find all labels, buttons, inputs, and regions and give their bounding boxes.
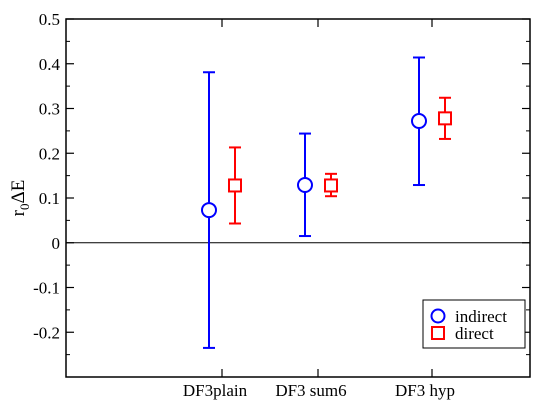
y-tick-label: 0.4 xyxy=(39,55,61,74)
y-tick-label: -0.1 xyxy=(33,279,60,298)
legend-label-direct: direct xyxy=(455,324,494,343)
y-axis-label-subscript: 0 xyxy=(17,204,32,211)
data-marks xyxy=(201,56,452,349)
y-tick-label: -0.2 xyxy=(33,323,60,342)
y-tick-label: 0.1 xyxy=(39,189,60,208)
data-point-square xyxy=(324,178,338,193)
data-point-square xyxy=(438,111,452,126)
legend-label-indirect: indirect xyxy=(455,307,507,326)
y-axis: -0.2 -0.1 0 0.1 0.2 0.3 0.4 0.5 xyxy=(33,10,530,356)
x-axis: DF3plain DF3 sum6 DF3 hyp xyxy=(183,19,455,400)
x-tick-label: DF3 hyp xyxy=(395,381,455,400)
y-axis-label-main: r xyxy=(8,209,29,216)
data-point-circle xyxy=(201,202,217,219)
x-tick-label: DF3plain xyxy=(183,381,248,400)
y-axis-label-tail: ΔE xyxy=(8,180,29,204)
y-axis-label: r0ΔE xyxy=(8,180,32,217)
y-tick-label: 0.3 xyxy=(39,100,60,119)
data-point-circle xyxy=(411,113,427,130)
legend-square-marker xyxy=(431,326,445,340)
y-tick-label: 0.5 xyxy=(39,10,60,29)
data-point-square xyxy=(228,178,242,193)
y-tick-label: 0 xyxy=(52,234,61,253)
y-tick-label: 0.2 xyxy=(39,144,60,163)
data-point-circle xyxy=(297,177,313,194)
legend: indirect direct xyxy=(422,299,526,349)
x-tick-label: DF3 sum6 xyxy=(275,381,346,400)
legend-circle-marker xyxy=(430,308,446,324)
